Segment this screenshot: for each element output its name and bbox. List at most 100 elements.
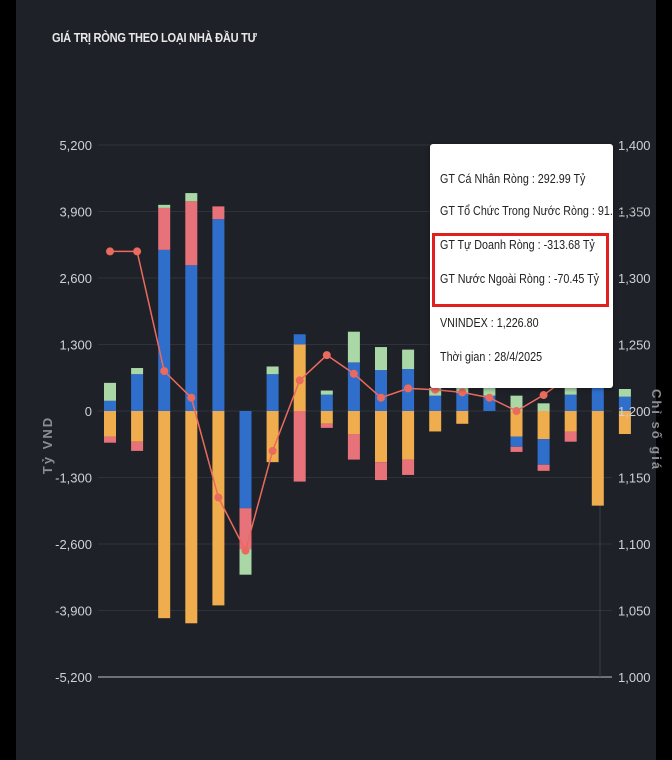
right-tick-label: 1,200 (618, 404, 651, 419)
bar-segment-individual (131, 411, 144, 442)
tooltip: GT Cá Nhân Ròng : 292.99 Tỷ GT Tổ Chức T… (430, 144, 640, 388)
bar-segment-foreign (510, 395, 523, 411)
right-tick-label: 1,400 (618, 138, 651, 153)
bar-segment-foreign (537, 403, 550, 411)
tooltip-time: Thời gian : 28/4/2025 (440, 350, 543, 364)
bar-segment-proprietary (564, 431, 577, 442)
vnindex-point (295, 376, 304, 385)
tooltip-proprietary: GT Tự Doanh Ròng : -313.68 Tỷ (440, 238, 595, 252)
bar-segment-foreign (239, 549, 252, 575)
vnindex-point (404, 384, 413, 393)
bar-segment-individual (537, 411, 550, 440)
bar-segment-individual (402, 411, 415, 460)
bar-segment-domestic_institution (618, 396, 631, 411)
bar-segment-proprietary (510, 446, 523, 452)
bar-segment-proprietary (131, 441, 144, 451)
vnindex-point (133, 247, 142, 256)
vnindex-point (322, 351, 331, 360)
vnindex-point (106, 247, 114, 256)
vnindex-point (214, 493, 223, 502)
bar-segment-foreign (158, 204, 171, 208)
bar-segment-individual (320, 411, 333, 424)
bar-segment-domestic_institution (104, 400, 116, 411)
y-axis-label: Tỷ VND (40, 416, 55, 474)
bar-segment-foreign (375, 347, 387, 371)
tooltip-foreign: GT Nước Ngoài Ròng : -70.45 Tỷ (440, 272, 600, 286)
vnindex-point (377, 393, 385, 402)
left-tick-label: 1,300 (59, 338, 92, 353)
bar-segment-proprietary (320, 423, 333, 428)
bar-segment-proprietary (158, 207, 171, 250)
bar-segment-domestic_institution (131, 374, 144, 411)
right-tick-label: 1,300 (618, 271, 651, 286)
bar-segment-individual (158, 411, 171, 619)
right-tick-label: 1,050 (618, 604, 651, 619)
bar-segment-individual (564, 411, 577, 432)
left-tick-label: 0 (85, 404, 92, 419)
vnindex-point (160, 367, 169, 376)
bar-segment-foreign (131, 368, 144, 375)
right-axis-ticks: 1,400 1,350 1,300 1,250 1,200 1,150 1,100 1,050… (618, 138, 651, 685)
bar-segment-domestic_institution (429, 395, 442, 411)
bar-segment-foreign (347, 331, 360, 363)
bar-segment-domestic_institution (375, 370, 387, 411)
bar-segment-foreign (266, 366, 279, 375)
bar-segment-foreign (618, 389, 631, 397)
right-tick-label: 1,350 (618, 205, 651, 220)
bar-segment-domestic_institution (537, 439, 550, 465)
vnindex-point (268, 446, 277, 455)
bar-segment-domestic_institution (158, 249, 171, 411)
bar-segment-individual (429, 411, 442, 432)
chart-title: GIÁ TRỊ RÒNG THEO LOẠI NHÀ ĐẦU TƯ (52, 30, 257, 45)
bar-segment-individual (212, 411, 225, 606)
bar-segment-domestic_institution (239, 411, 252, 509)
vnindex-point (458, 388, 467, 397)
bar-segment-foreign (320, 390, 333, 395)
left-tick-label: -3,900 (55, 604, 92, 619)
bar-segment-individual (591, 411, 604, 506)
bar-segment-domestic_institution (510, 436, 523, 447)
bar-segment-foreign (104, 382, 116, 401)
bar-segment-proprietary (375, 462, 387, 481)
bar-segment-proprietary (104, 436, 116, 443)
vnindex-point (512, 407, 521, 415)
bar-segment-proprietary (212, 206, 225, 220)
left-tick-label: -5,200 (55, 670, 92, 685)
vnindex-point (539, 391, 548, 400)
bar-segment-domestic_institution (212, 219, 225, 411)
tooltip-highlight-box (432, 233, 609, 307)
left-tick-label: 3,900 (59, 205, 92, 220)
bar-segment-domestic_institution (320, 394, 333, 411)
tooltip-vnindex: VNINDEX : 1,226.80 (440, 316, 539, 330)
bar-segment-individual (347, 411, 360, 435)
vnindex-point (241, 546, 250, 555)
bar-segment-domestic_institution (564, 394, 577, 411)
bar-segment-domestic_institution (456, 393, 469, 411)
vnindex-point (187, 393, 196, 402)
right-tick-label: 1,250 (618, 338, 651, 353)
bar-segment-individual (456, 411, 469, 424)
bar-segment-proprietary (402, 459, 415, 475)
bar-segment-individual (185, 411, 198, 624)
right-tick-label: 1,150 (618, 471, 651, 486)
left-tick-label: -1,300 (55, 471, 92, 486)
left-tick-label: -2,600 (55, 537, 92, 552)
bar-segment-domestic_institution (347, 362, 360, 411)
y2-axis-label: Chỉ số giá (649, 389, 664, 471)
vnindex-point (349, 369, 358, 378)
right-tick-label: 1,100 (618, 537, 651, 552)
bar-segment-individual (618, 411, 631, 435)
bar-segment-foreign (185, 193, 198, 202)
bar-segment-domestic_institution (185, 265, 198, 411)
right-tick-label: 1,000 (618, 670, 651, 685)
bar-segment-proprietary (347, 434, 360, 460)
left-tick-label: 5,200 (59, 138, 92, 153)
bar-segment-individual (104, 411, 116, 437)
bar-segment-proprietary (537, 464, 550, 471)
left-axis-ticks: 5,200 3,900 2,600 1,300 0 -1,300 -2,600 -3,900 -… (55, 138, 92, 685)
bar-segment-domestic_institution (266, 374, 279, 411)
tooltip-domestic-institution: GT Tổ Chức Trong Nước Ròng : 91.13 Tỷ (440, 204, 640, 218)
bar-segment-proprietary (293, 411, 306, 482)
left-tick-label: 2,600 (59, 271, 92, 286)
bar-segment-individual (375, 411, 387, 463)
